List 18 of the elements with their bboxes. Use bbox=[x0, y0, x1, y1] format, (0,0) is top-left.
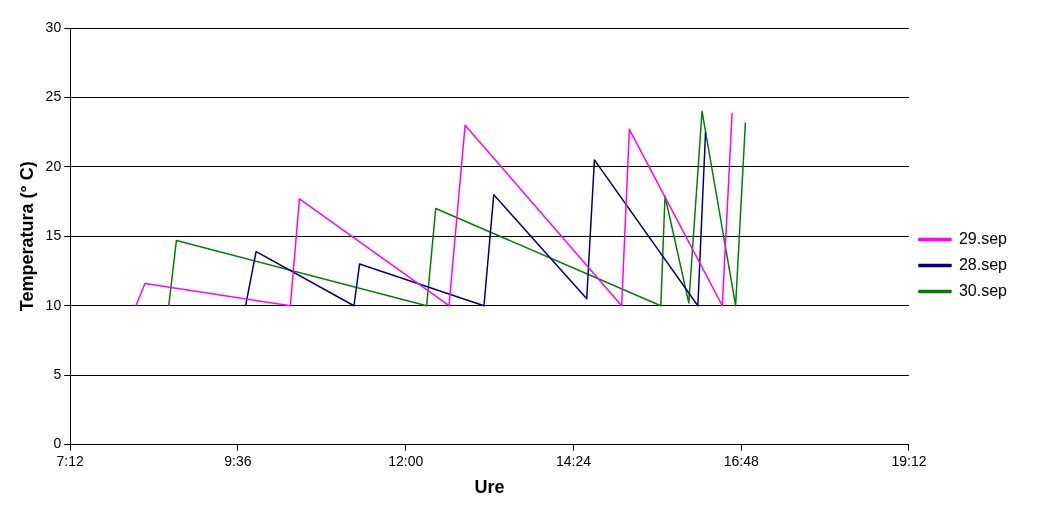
y-tick-label: 30 bbox=[45, 18, 62, 35]
x-tick-label: 7:12 bbox=[56, 452, 85, 469]
y-tick-label: 5 bbox=[53, 366, 62, 383]
y-tick-label: 20 bbox=[45, 157, 62, 174]
y-tick-label: 10 bbox=[45, 296, 62, 313]
y-axis-title: Temperatura (° C) bbox=[16, 161, 37, 312]
legend-label: 29.sep bbox=[958, 229, 1008, 247]
x-tick-label: 19:12 bbox=[891, 452, 927, 469]
legend-label: 30.sep bbox=[958, 281, 1008, 299]
x-tick-label: 9:36 bbox=[224, 452, 252, 469]
y-tick-label: 0 bbox=[53, 435, 62, 452]
y-tick-label: 15 bbox=[45, 227, 62, 244]
x-tick-label: 12:00 bbox=[388, 452, 424, 469]
x-axis-title: Ure bbox=[474, 477, 505, 498]
legend-label: 28.sep bbox=[958, 255, 1008, 273]
y-tick-label: 25 bbox=[45, 88, 62, 105]
x-tick-label: 16:48 bbox=[723, 452, 759, 469]
x-tick-label: 14:24 bbox=[555, 452, 592, 469]
